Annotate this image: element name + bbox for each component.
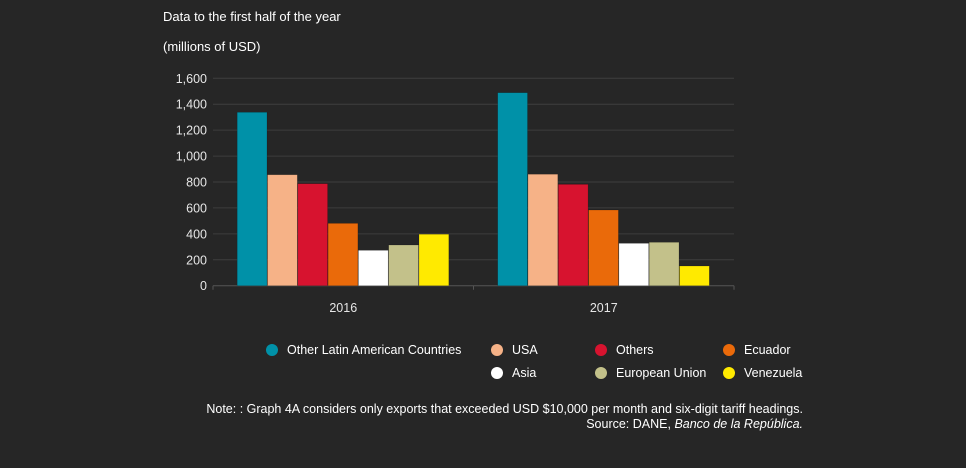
legend-swatch	[491, 344, 503, 356]
bar-others-2017	[557, 184, 589, 287]
source-italic: Banco de la República.	[674, 417, 803, 431]
legend-item: Venezuela	[723, 366, 802, 380]
bar-asia-2017	[618, 243, 650, 286]
y-axis-label: (millions of USD)	[163, 39, 261, 54]
legend-swatch	[723, 367, 735, 379]
y-tick-label: 1,200	[176, 124, 207, 138]
legend-item: European Union	[595, 366, 706, 380]
legend-label: Venezuela	[744, 366, 803, 380]
y-tick-label: 1,000	[176, 150, 207, 164]
legend-swatch	[266, 344, 278, 356]
note-text: Note: : Graph 4A considers only exports …	[206, 402, 803, 416]
bar-ecuador-2016	[327, 223, 359, 286]
y-tick-label: 400	[186, 227, 207, 241]
legend-label: European Union	[616, 366, 707, 380]
legend-label: Other Latin American Countries	[287, 343, 462, 357]
y-tick-label: 600	[186, 201, 207, 215]
bar-other-latin-american-countries-2016	[236, 111, 268, 286]
y-tick-label: 0	[200, 279, 207, 293]
bar-other-latin-american-countries-2017	[497, 92, 528, 287]
legend-label: USA	[512, 343, 538, 357]
legend-item: USA	[491, 343, 538, 357]
bar-venezuela-2016	[418, 233, 450, 287]
bar-others-2016	[297, 183, 328, 286]
legend-item: Other Latin American Countries	[266, 343, 461, 357]
x-tick-label: 2016	[329, 301, 357, 315]
legend-swatch	[595, 344, 607, 356]
legend-item: Asia	[491, 366, 536, 380]
legend-label: Asia	[512, 366, 537, 380]
legend-item: Others	[595, 343, 654, 357]
legend-swatch	[723, 344, 735, 356]
bar-ecuador-2017	[588, 209, 619, 286]
legend-swatch	[491, 367, 503, 379]
bar-european-union-2016	[388, 244, 419, 287]
source-prefix: Source: DANE,	[586, 417, 675, 431]
y-tick-label: 800	[186, 176, 207, 190]
bar-asia-2016	[358, 250, 389, 287]
bar-usa-2016	[267, 174, 298, 286]
legend-swatch	[595, 367, 607, 379]
y-tick-label: 200	[186, 253, 207, 267]
x-tick-label: 2017	[590, 301, 618, 315]
y-tick-label: 1,400	[176, 98, 207, 112]
legend-label: Others	[616, 343, 654, 357]
legend-label: Ecuador	[744, 343, 791, 357]
source-text: Source: DANE, Banco de la República.	[586, 417, 803, 431]
bar-european-union-2017	[648, 241, 680, 286]
legend-item: Ecuador	[723, 343, 791, 357]
y-tick-label: 1,600	[176, 72, 207, 86]
chart-subtitle: Data to the first half of the year	[163, 9, 341, 24]
bar-usa-2017	[527, 173, 559, 287]
bar-venezuela-2017	[679, 265, 710, 287]
plot-area: 0 200 400 600 800 1,000 1,200 1,400 1,600 2016 201…	[176, 72, 735, 315]
